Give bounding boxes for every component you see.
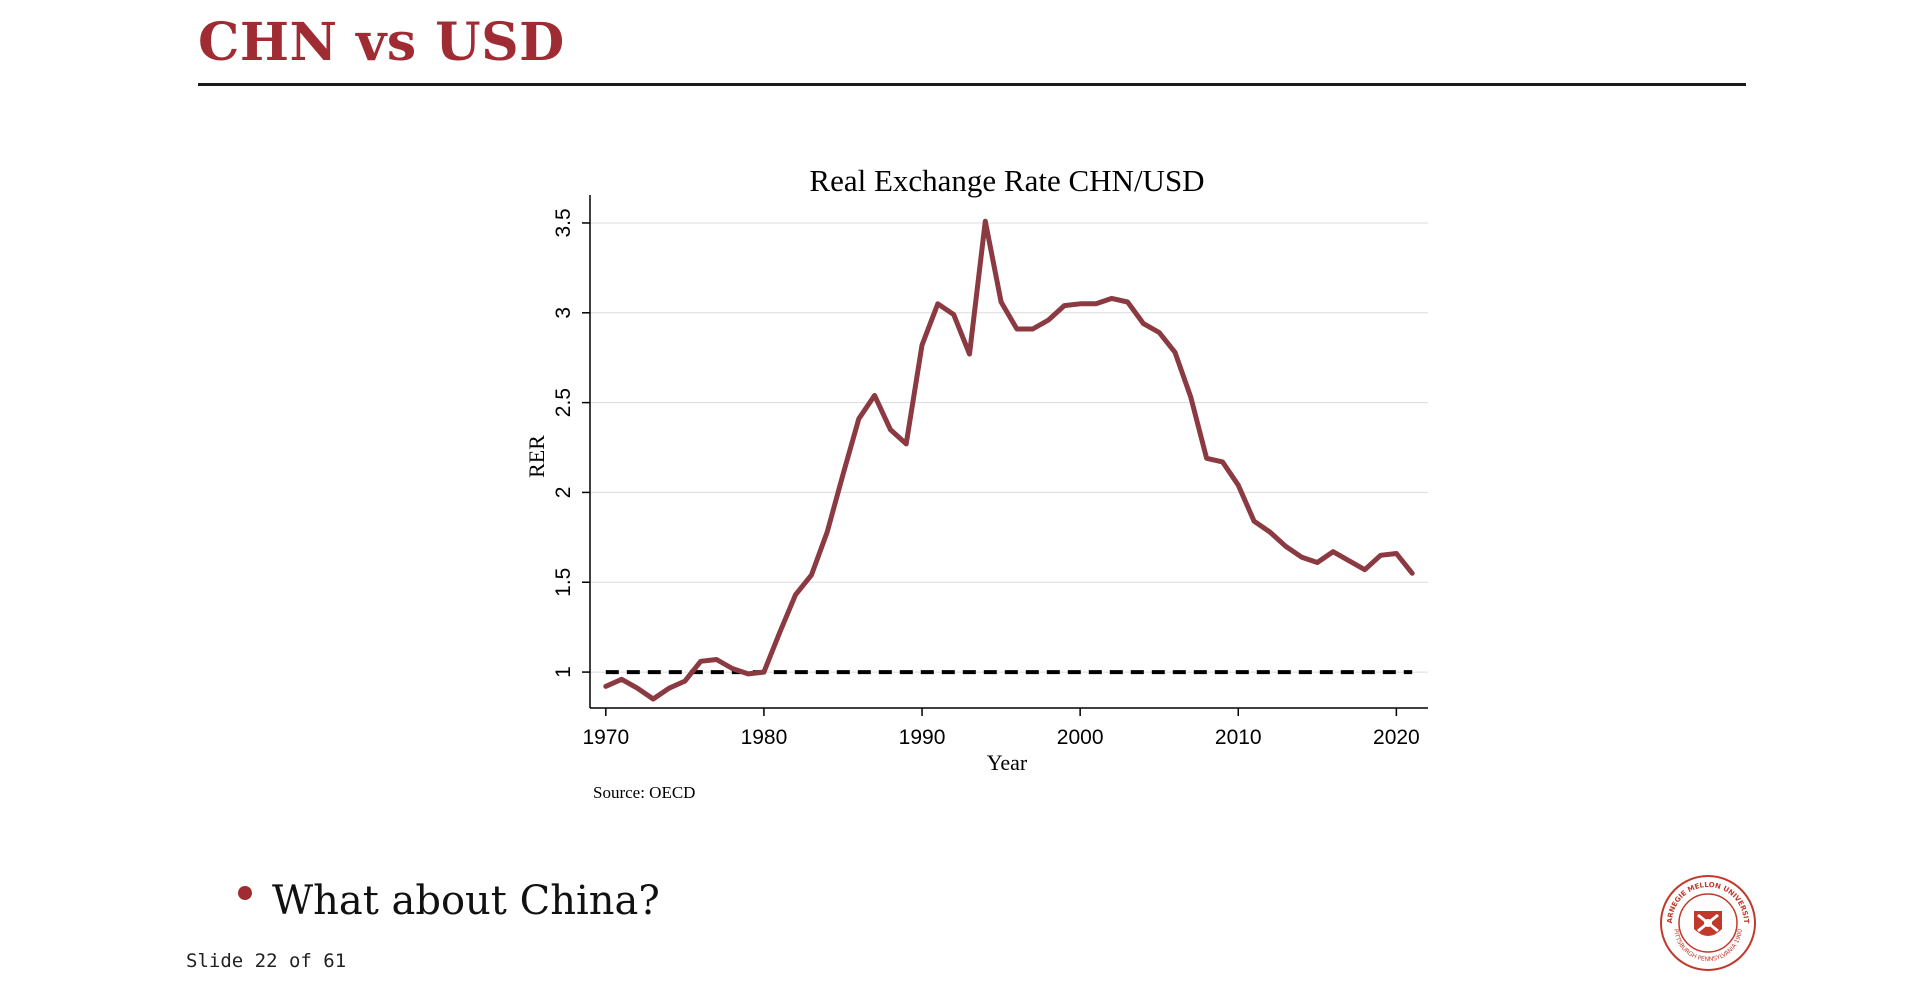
y-axis-label: RER [524,435,549,478]
rer-line-chart: 1 1.5 2 2.5 3 3.5 1970 1980 1990 2000 2010 2020 Real… [524,163,1428,802]
y-tick-label: 2.5 [552,388,575,417]
x-tick-label: 2000 [1057,726,1104,749]
bullet-text: What about China? [272,878,660,924]
y-tick-label: 3 [552,307,575,319]
x-tick-label: 2020 [1373,726,1420,749]
slide-title: CHN vs USD [198,12,565,73]
x-tick-label: 1980 [741,726,788,749]
series-line-rer [603,218,1415,702]
x-tick-label: 1970 [582,726,629,749]
bullet-dot-icon [238,886,252,900]
y-tick-label: 1 [552,666,575,678]
y-tick-label: 3.5 [552,208,575,237]
slide-counter: Slide 22 of 61 [186,950,347,972]
bullet-item: What about China? [238,878,660,924]
x-tick-label: 2010 [1215,726,1262,749]
y-tick-label: 2 [552,487,575,499]
chart-title: Real Exchange Rate CHN/USD [809,163,1204,198]
y-tick-label: 1.5 [552,568,575,597]
title-divider [198,83,1746,86]
x-axis-label: Year [987,750,1028,775]
x-tick-label: 1990 [899,726,946,749]
source-note: Source: OECD [593,783,695,802]
university-seal-logo: CARNEGIE MELLON UNIVERSITY PITTSBURGH PE… [1658,873,1756,971]
